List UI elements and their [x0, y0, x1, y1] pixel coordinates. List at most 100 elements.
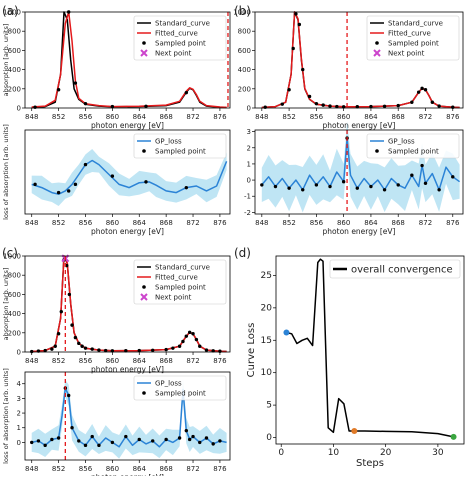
x-tick-label: 864 — [364, 113, 378, 121]
x-tick-label: 868 — [159, 113, 172, 121]
y-tick-label: 3 — [247, 128, 251, 136]
legend-box — [133, 375, 227, 401]
sampled-point — [321, 103, 325, 107]
x-tick-label: 10 — [328, 448, 340, 458]
x-tick-label: 876 — [213, 113, 227, 121]
sampled-point — [198, 344, 202, 348]
series-line-gp-loss — [31, 387, 227, 448]
sampled-point — [90, 347, 94, 351]
sampled-point — [314, 101, 319, 106]
y-tick-label: 200 — [8, 85, 21, 93]
panel-label: (d) — [234, 246, 251, 260]
sampled-point — [396, 103, 400, 108]
legend-label: Sampled point — [155, 148, 206, 156]
sampled-point — [70, 426, 74, 430]
x-tick-label: 860 — [106, 113, 119, 121]
legend-label: GP_loss — [155, 380, 182, 388]
sampled-point — [369, 184, 373, 189]
chart-panel — [24, 129, 231, 217]
y-tick-label: 200 — [238, 85, 251, 93]
sampled-point — [66, 393, 71, 398]
legend-marker — [375, 149, 379, 153]
x-tick-label: 860 — [337, 219, 350, 227]
sampled-point — [355, 186, 359, 190]
sampled-point — [420, 163, 424, 168]
sampled-point — [171, 346, 175, 350]
x-tick-label: 848 — [25, 219, 38, 227]
sampled-point — [328, 184, 332, 189]
y-tick-label: 0 — [17, 105, 21, 113]
y-tick-label: 2 — [17, 410, 21, 418]
y-tick-label: 1 — [247, 160, 251, 168]
legend-label: Next point — [155, 50, 192, 58]
sampled-point — [110, 174, 115, 178]
legend-marker — [375, 41, 379, 45]
y-axis-label: Curve Loss — [246, 323, 257, 378]
sampled-point — [50, 347, 54, 351]
y-tick-label: 600 — [8, 47, 21, 55]
legend-label: Next point — [155, 294, 192, 302]
x-tick-label: 860 — [106, 219, 119, 227]
sampled-point — [280, 102, 284, 106]
y-tick-label: 400 — [238, 66, 251, 74]
axes-frame — [24, 11, 231, 109]
series-line-overall-convergence — [286, 258, 454, 438]
series-line-gp-loss — [31, 159, 228, 195]
x-axis-label: photon energy [eV] — [323, 227, 396, 236]
sampled-point — [211, 442, 215, 446]
sampled-point — [83, 443, 88, 448]
y-tick-label: -1 — [244, 193, 251, 201]
x-tick-label: 864 — [133, 465, 147, 473]
sampled-point — [110, 104, 115, 109]
legend-label: Sampled point — [388, 148, 439, 156]
legend-label: Standard_curve — [155, 20, 210, 28]
legend-box — [329, 259, 461, 279]
y-tick-label: 600 — [8, 291, 21, 299]
axes-frame — [254, 129, 464, 215]
y-tick-label: 1000 — [3, 9, 21, 17]
y-tick-label: 5 — [266, 401, 272, 411]
sampled-point — [204, 436, 209, 440]
sampled-point — [73, 182, 78, 187]
x-tick-label: 20 — [380, 448, 392, 458]
series-line-gp-loss — [261, 137, 461, 191]
sampled-point — [328, 104, 332, 108]
highlight-marker — [450, 433, 457, 440]
x-tick-label: 856 — [79, 219, 93, 227]
sampled-point — [181, 339, 185, 344]
x-tick-label: 864 — [364, 219, 378, 227]
sampled-point — [198, 440, 202, 445]
legend-marker — [142, 285, 146, 289]
x-axis-label: photon energy [eV] — [323, 121, 396, 130]
legend-label: Next point — [388, 50, 425, 58]
sampled-point — [341, 179, 346, 184]
sampled-point — [110, 440, 115, 445]
sampled-point — [33, 182, 37, 187]
sampled-point — [191, 332, 195, 336]
x-tick-label: 864 — [133, 219, 147, 227]
sampled-point — [83, 101, 88, 106]
legend-label: Fitted_curve — [388, 30, 431, 38]
legend-marker — [142, 391, 146, 395]
y-axis-label: absorption [arb. units] — [2, 268, 10, 341]
sampled-point — [67, 292, 72, 297]
sampled-point — [187, 437, 192, 442]
x-tick-label: 876 — [446, 219, 460, 227]
sampled-point — [124, 434, 128, 439]
sampled-point — [184, 90, 189, 95]
legend-label: Fitted_curve — [155, 30, 198, 38]
y-tick-label: 800 — [238, 28, 251, 36]
uncertainty-band — [261, 121, 460, 213]
sampled-point — [33, 105, 37, 109]
x-tick-label: 860 — [106, 465, 119, 473]
legend-marker — [142, 149, 146, 153]
sampled-point — [151, 348, 155, 352]
sampled-point — [43, 348, 47, 353]
sampled-point — [164, 347, 168, 352]
panel-label: (b) — [234, 4, 251, 18]
chart-panel — [273, 255, 465, 447]
sampled-point — [164, 437, 168, 442]
x-axis-label: Steps — [356, 458, 384, 469]
sampled-point — [287, 186, 291, 190]
